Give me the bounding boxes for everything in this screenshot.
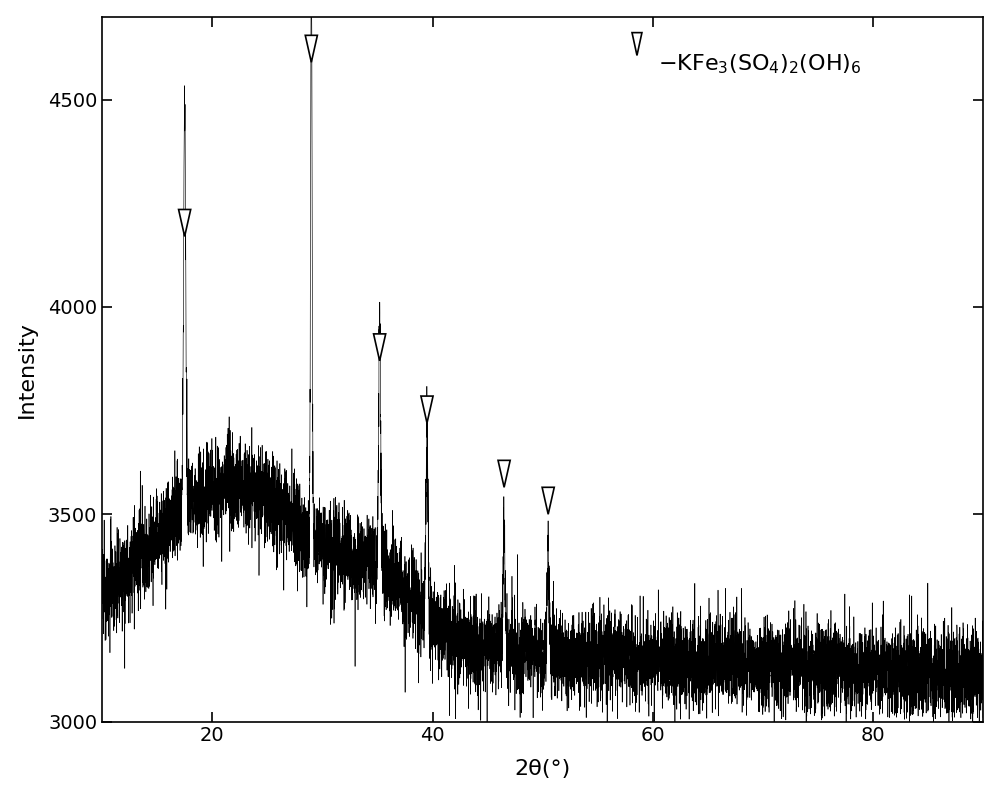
Polygon shape [632, 33, 642, 56]
X-axis label: 2θ(°): 2θ(°) [515, 759, 571, 779]
Polygon shape [305, 35, 317, 62]
Text: $-$KFe$_3$(SO$_4$)$_2$(OH)$_6$: $-$KFe$_3$(SO$_4$)$_2$(OH)$_6$ [658, 52, 862, 76]
Polygon shape [179, 209, 191, 236]
Polygon shape [374, 334, 386, 361]
Y-axis label: Intensity: Intensity [17, 321, 37, 418]
Polygon shape [498, 460, 510, 487]
Polygon shape [421, 396, 433, 423]
Polygon shape [542, 487, 554, 514]
